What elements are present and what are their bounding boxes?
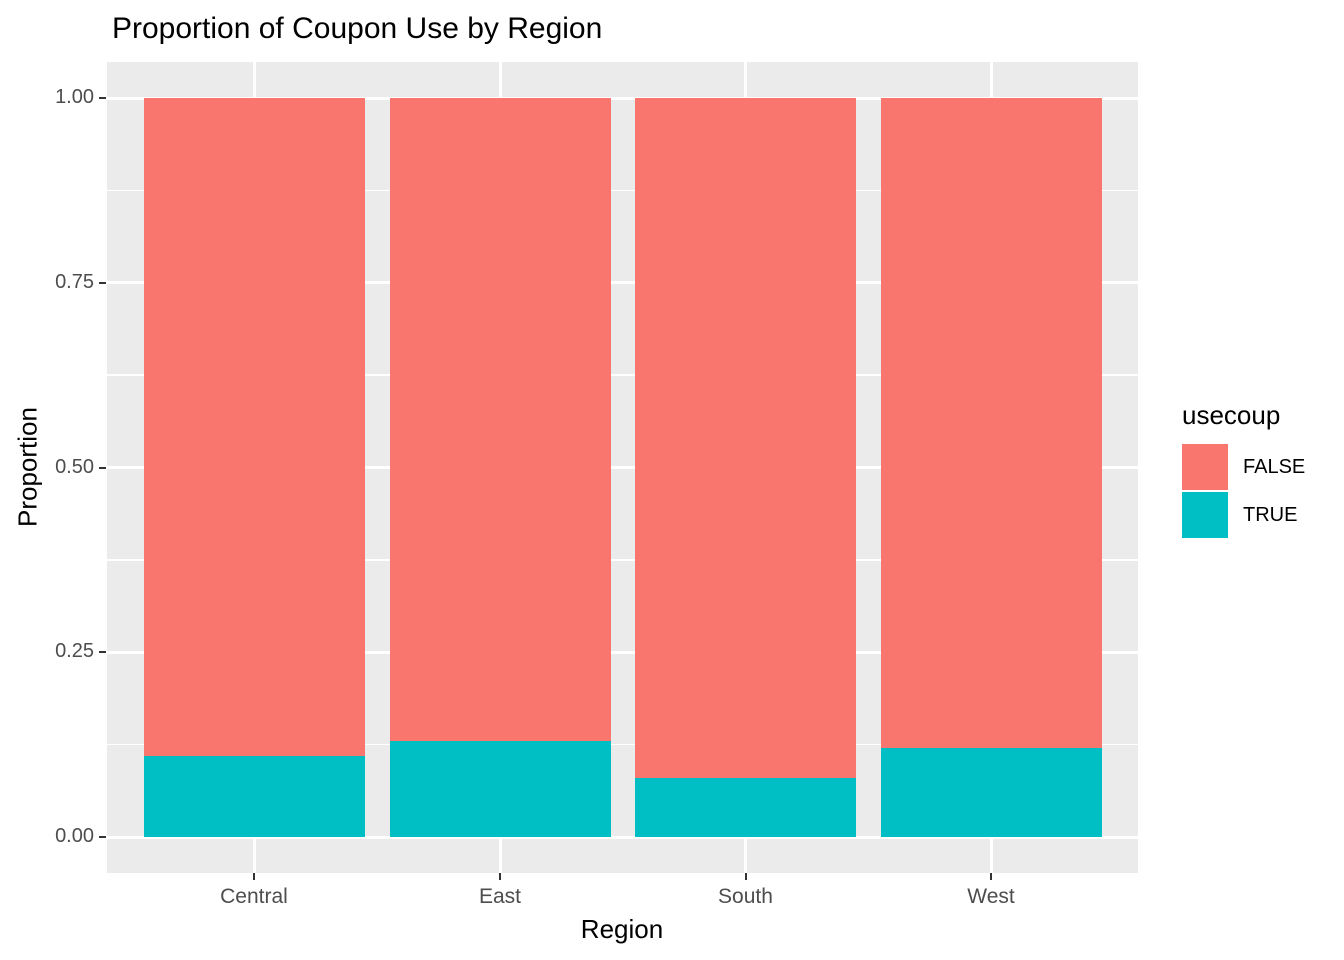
y-tick-mark (99, 281, 106, 284)
bar-central (143, 98, 365, 837)
legend-label-true: TRUE (1243, 503, 1298, 526)
bar-west-false (880, 98, 1102, 749)
legend-title: usecoup (1182, 400, 1281, 430)
legend: usecoup FALSE TRUE (1182, 400, 1305, 540)
bar-east-true (389, 740, 611, 837)
y-tick-mark (99, 836, 106, 838)
gridline-minor (107, 374, 1138, 376)
legend-key-false-swatch (1182, 444, 1228, 490)
legend-key-true-swatch (1182, 492, 1228, 538)
y-tick-mark (99, 97, 106, 99)
gridline-major (107, 650, 1138, 654)
x-tick-label-west: West (967, 885, 1015, 908)
y-tick-mark (99, 466, 106, 469)
x-tick-mark (990, 873, 992, 880)
y-tick-label-1.00: 1.00 (55, 86, 94, 108)
x-tick-label-east: East (478, 885, 522, 908)
bar-south-false (635, 98, 856, 778)
bar-south (635, 98, 856, 837)
x-tick-mark (499, 873, 501, 880)
plot-title: Proportion of Coupon Use by Region (112, 12, 603, 45)
gridline-major (107, 466, 1138, 469)
bar-central-false (143, 98, 365, 756)
legend-entry-true: TRUE (1182, 492, 1305, 538)
legend-label-false: FALSE (1243, 455, 1306, 478)
bar-west (880, 98, 1102, 837)
gridline-minor (107, 743, 1138, 746)
bar-south-true (635, 777, 856, 837)
gridline-major (107, 281, 1138, 285)
y-tick-label-0.75: 0.75 (55, 270, 94, 293)
plot-panel (107, 62, 1138, 873)
x-tick-mark (253, 873, 255, 880)
y-tick-label-0.50: 0.50 (55, 455, 94, 478)
gridline-major (107, 835, 1138, 839)
gridline-minor (107, 189, 1138, 192)
y-tick-label-0.00: 0.00 (55, 825, 94, 847)
x-axis-title: Region (580, 914, 664, 944)
bar-east-false (389, 98, 611, 741)
legend-entries: FALSE TRUE (1182, 444, 1305, 538)
y-tick-mark (99, 651, 106, 654)
x-tick-label-south: South (718, 885, 773, 908)
legend-entry-false: FALSE (1182, 444, 1305, 490)
bar-west-true (880, 748, 1102, 837)
bar-central-true (143, 755, 365, 837)
x-tick-mark (744, 873, 747, 880)
y-tick-label-0.25: 0.25 (55, 640, 94, 663)
bar-east (389, 98, 611, 837)
x-tick-label-central: Central (220, 885, 288, 908)
gridline-minor (107, 559, 1138, 561)
gridline-major (107, 96, 1138, 100)
